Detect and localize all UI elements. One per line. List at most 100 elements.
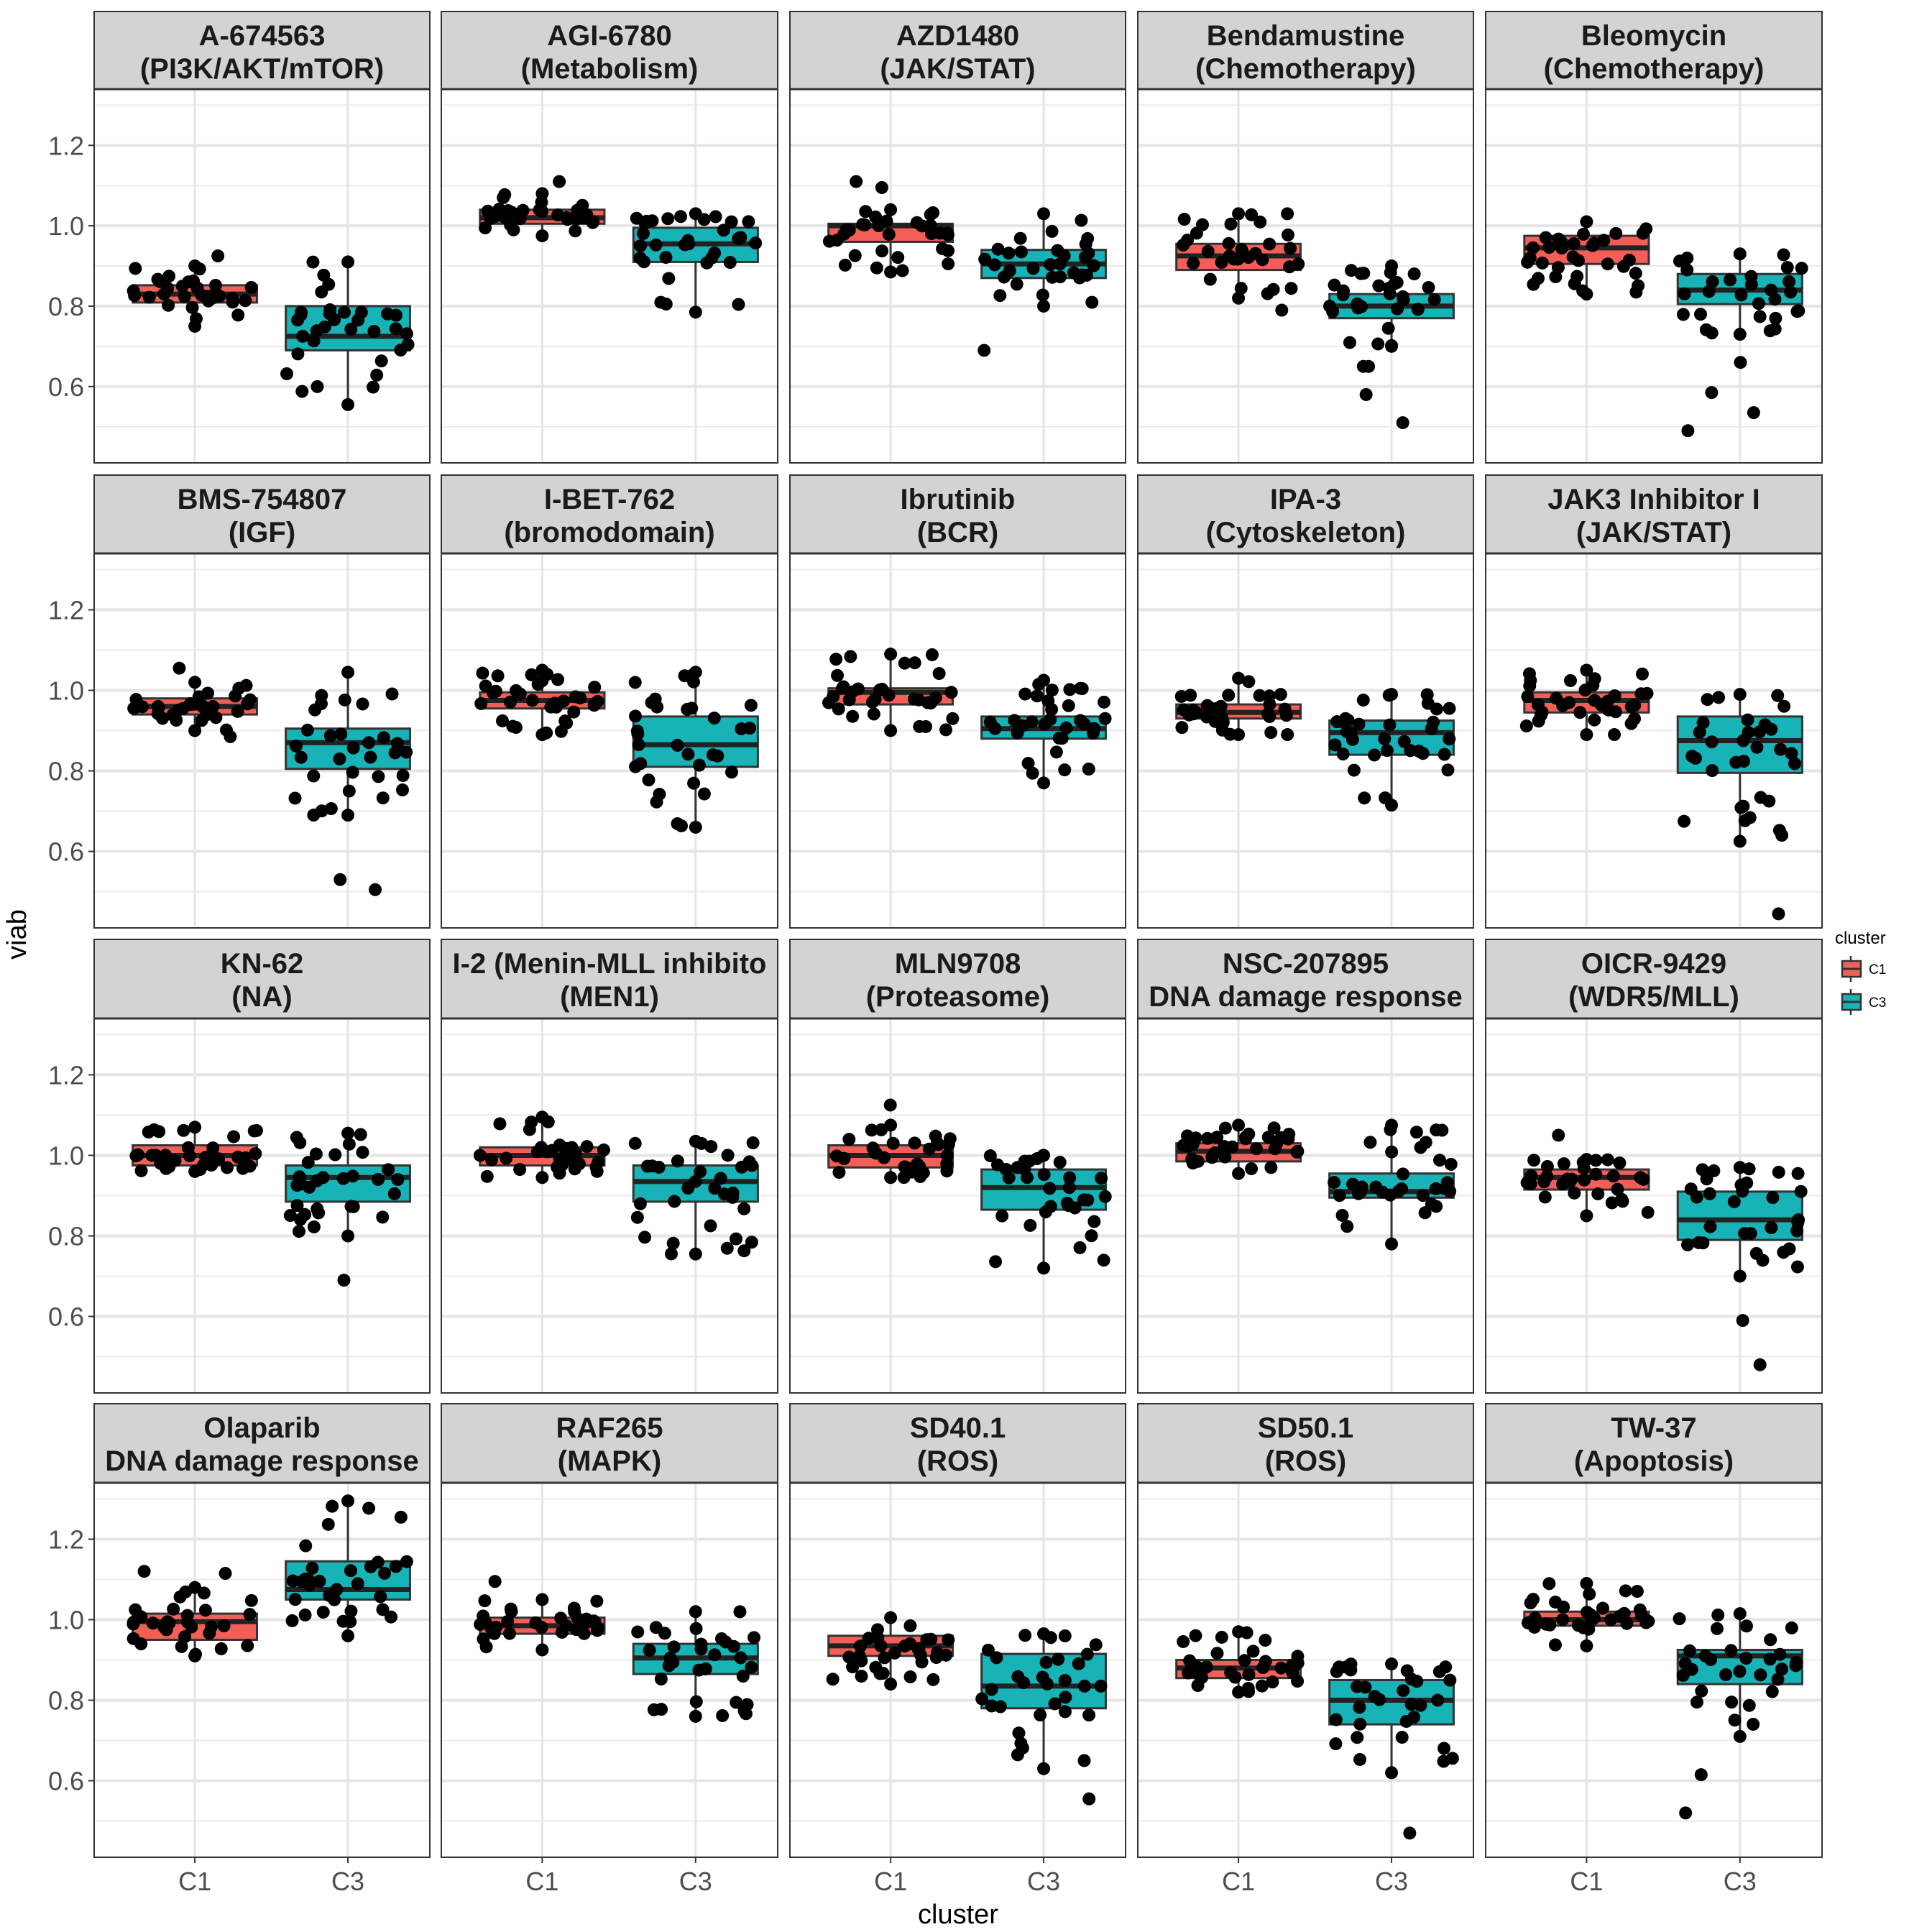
data-point [975, 1692, 989, 1706]
data-point [493, 1117, 507, 1131]
data-point [846, 1660, 860, 1674]
data-point [1045, 224, 1059, 238]
y-tick-label: 0.8 [48, 757, 84, 786]
strip-label: I-BET-762(bromodomain) [504, 484, 714, 548]
data-point [1087, 1215, 1101, 1228]
data-point [1397, 293, 1410, 307]
data-point [1733, 1607, 1747, 1621]
data-point [1702, 285, 1716, 298]
data-point [294, 1177, 308, 1191]
data-point [650, 700, 664, 714]
data-point [978, 252, 992, 266]
data-point [1383, 287, 1397, 300]
data-point [1639, 222, 1653, 236]
data-point [1384, 1188, 1397, 1202]
data-point [1186, 1156, 1200, 1170]
data-point [1275, 303, 1289, 317]
data-point [1333, 1189, 1346, 1202]
data-point [1444, 1157, 1458, 1171]
data-point [1775, 1662, 1789, 1676]
data-point [1772, 907, 1785, 921]
data-point [1768, 322, 1782, 336]
strip-drug-name: Bleomycin [1581, 20, 1726, 52]
data-point [837, 1152, 851, 1166]
strip-drug-name: AZD1480 [896, 20, 1019, 52]
data-point [334, 873, 347, 886]
data-point [1174, 689, 1188, 703]
data-point [1026, 766, 1039, 780]
data-point [1382, 689, 1396, 702]
data-point [381, 307, 395, 321]
data-point [1274, 688, 1287, 702]
strip-drug-name: JAK3 Inhibitor I [1547, 484, 1760, 515]
data-point [338, 305, 351, 319]
y-axis-title: viab [2, 909, 32, 960]
data-point [711, 749, 724, 763]
data-point [946, 712, 960, 725]
data-point [503, 1627, 517, 1640]
data-point [149, 1149, 162, 1162]
data-point [529, 1616, 543, 1629]
data-point [990, 1651, 1003, 1665]
data-point [1339, 1660, 1353, 1674]
data-point [1744, 1227, 1757, 1241]
data-point [377, 731, 390, 745]
data-point [882, 228, 896, 242]
data-point [852, 1649, 866, 1662]
data-point [294, 750, 308, 764]
panel-background [94, 89, 430, 463]
data-point [1557, 1157, 1570, 1171]
data-point [385, 687, 399, 701]
data-point [241, 1639, 254, 1652]
data-point [224, 730, 237, 743]
data-point [1790, 1655, 1803, 1669]
data-point [1443, 732, 1456, 746]
strip-drug-name: MLN9708 [895, 948, 1021, 980]
data-point [1780, 261, 1794, 275]
data-point [523, 1123, 536, 1136]
data-point [1058, 1705, 1072, 1719]
x-tick-label: C1 [525, 1867, 558, 1896]
data-point [1543, 1618, 1557, 1632]
data-point [870, 1629, 884, 1643]
data-point [886, 1136, 900, 1150]
data-point [1688, 751, 1702, 765]
data-point [249, 1123, 263, 1137]
data-point [983, 1149, 997, 1163]
data-point [1733, 688, 1747, 702]
data-point [1673, 1612, 1686, 1626]
data-point [654, 1673, 668, 1686]
data-point [1608, 728, 1622, 742]
data-point [1371, 337, 1385, 351]
data-point [884, 648, 898, 661]
data-point [1606, 1169, 1620, 1183]
data-point [1705, 386, 1719, 400]
strip-pathway: DNA damage response [105, 1445, 418, 1477]
data-point [1278, 702, 1292, 716]
data-point [129, 262, 142, 275]
data-point [298, 1608, 312, 1622]
data-point [1733, 1269, 1747, 1283]
data-point [1264, 726, 1278, 740]
data-point [1616, 1195, 1629, 1208]
data-point [1736, 1314, 1749, 1328]
data-point [1384, 266, 1397, 280]
data-point [1753, 1358, 1767, 1371]
data-point [1619, 1584, 1632, 1598]
data-point [337, 1274, 351, 1287]
data-point [1711, 1608, 1725, 1622]
data-point [1256, 1661, 1270, 1675]
data-point [1012, 1726, 1026, 1740]
data-point [1692, 1236, 1706, 1249]
data-point [574, 691, 587, 705]
data-point [1733, 328, 1747, 341]
data-point [1734, 801, 1748, 814]
data-point [401, 338, 415, 351]
data-point [748, 1631, 761, 1644]
strip-pathway: (ROS) [917, 1445, 998, 1477]
x-tick-label: C3 [1724, 1867, 1757, 1896]
data-point [1694, 1768, 1708, 1782]
data-point [903, 1670, 917, 1684]
data-point [388, 746, 402, 760]
